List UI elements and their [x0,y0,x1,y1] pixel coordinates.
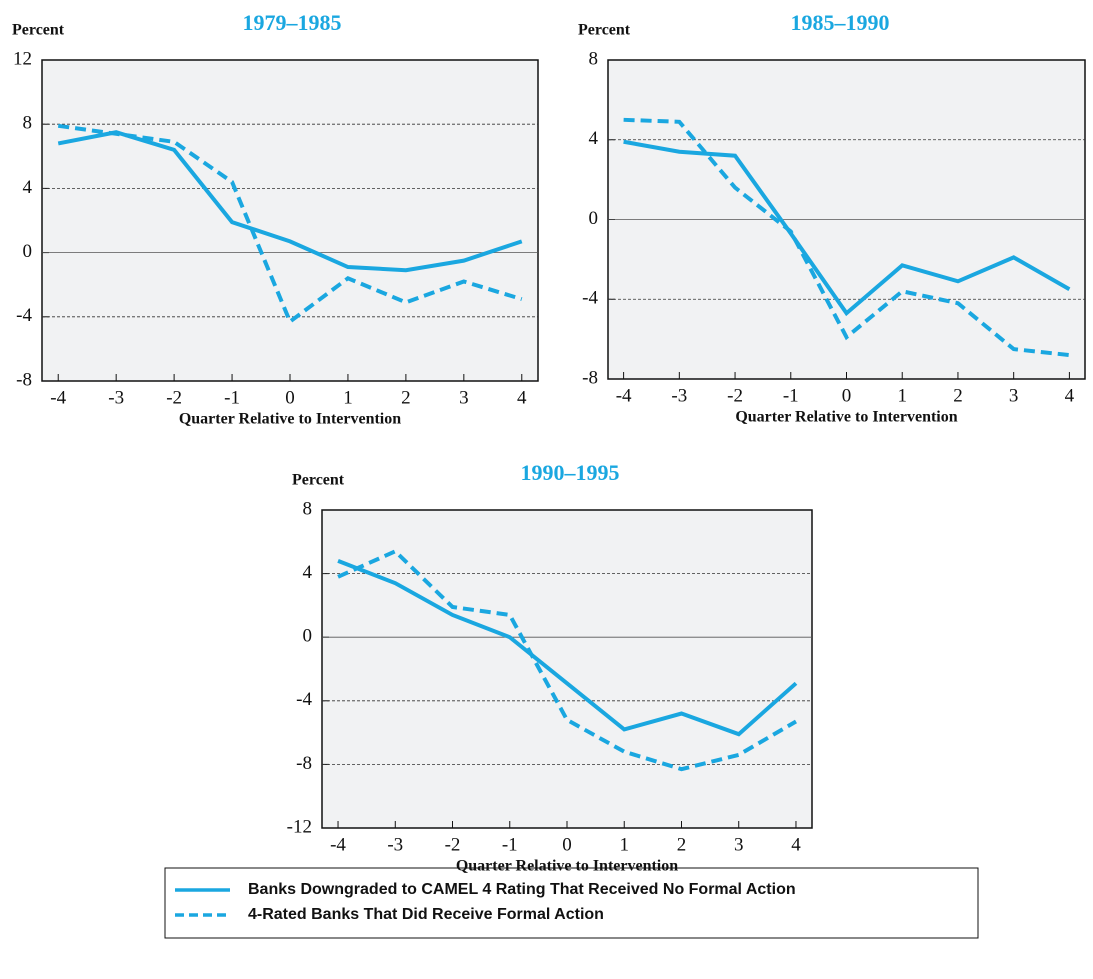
x-tick-label: 0 [562,834,572,855]
x-tick-label: 1 [343,387,353,408]
chart-title: 1990–1995 [521,460,620,485]
x-tick-label: -1 [224,387,240,408]
x-tick-label: 4 [1065,385,1075,406]
x-tick-label: 3 [734,834,744,855]
x-tick-label: -4 [50,387,66,408]
y-tick-label: -4 [582,288,598,309]
x-axis-label: Quarter Relative to Intervention [179,411,401,428]
x-tick-label: 2 [677,834,687,855]
legend-label: Banks Downgraded to CAMEL 4 Rating That … [248,881,796,898]
x-tick-label: 4 [791,834,801,855]
x-tick-label: -4 [330,834,346,855]
x-tick-label: 2 [953,385,963,406]
y-axis-label: Percent [12,22,65,39]
chart-title: 1985–1990 [791,10,890,35]
x-tick-label: -3 [671,385,687,406]
plot-area [41,59,539,382]
y-tick-label: 4 [23,177,33,198]
y-tick-label: 0 [303,626,313,647]
x-axis-label: Quarter Relative to Intervention [456,858,678,875]
series-line [337,559,798,737]
legend-label: 4-Rated Banks That Did Receive Formal Ac… [248,906,604,923]
x-axis-label: Quarter Relative to Intervention [735,409,957,426]
y-tick-label: 0 [589,208,599,229]
series-line [623,139,1071,317]
y-tick-label: -12 [287,816,312,837]
x-tick-label: 4 [517,387,527,408]
y-tick-label: 4 [303,562,313,583]
y-tick-label: 4 [589,128,599,149]
series-line [57,123,523,325]
x-tick-label: 1 [619,834,629,855]
y-tick-label: 8 [23,113,33,134]
x-tick-label: -1 [783,385,799,406]
x-tick-label: -2 [445,834,461,855]
x-tick-label: -1 [502,834,518,855]
x-tick-label: 0 [842,385,852,406]
x-tick-label: -3 [387,834,403,855]
y-tick-label: 8 [589,48,599,69]
x-tick-label: -2 [166,387,182,408]
x-tick-label: 0 [285,387,295,408]
series-line [337,548,797,772]
x-tick-label: 1 [897,385,907,406]
y-tick-label: -8 [296,753,312,774]
y-tick-label: 12 [13,48,32,69]
series-line [623,117,1070,358]
x-tick-label: 3 [1009,385,1019,406]
y-tick-label: -8 [16,369,32,390]
y-tick-label: 0 [23,241,33,262]
plot-area [321,509,813,829]
y-tick-label: -4 [16,305,32,326]
x-tick-label: -2 [727,385,743,406]
y-tick-label: 8 [303,498,313,519]
x-tick-label: -3 [108,387,124,408]
x-tick-label: 3 [459,387,469,408]
y-tick-label: -8 [582,367,598,388]
y-tick-label: -4 [296,689,312,710]
y-axis-label: Percent [578,22,631,39]
x-tick-label: 2 [401,387,411,408]
x-tick-label: -4 [616,385,632,406]
chart-title: 1979–1985 [243,10,342,35]
legend-box [164,867,979,939]
y-axis-label: Percent [292,472,345,489]
